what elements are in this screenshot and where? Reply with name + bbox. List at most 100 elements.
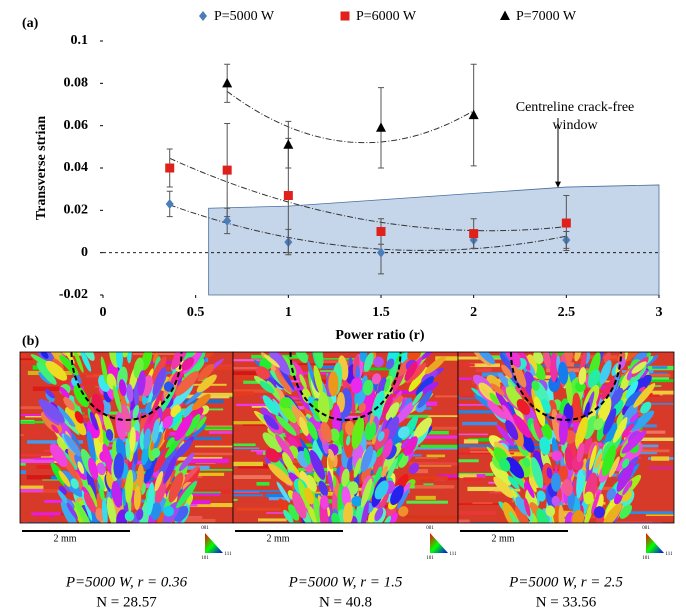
- grain: [563, 352, 573, 366]
- trend-line: [169, 157, 567, 232]
- grain: [170, 384, 194, 410]
- grain: [233, 371, 270, 376]
- grain: [129, 426, 136, 452]
- grain: [307, 505, 321, 523]
- data-point: [283, 191, 293, 201]
- grain: [616, 375, 625, 389]
- y-tick-label: 0.04: [64, 160, 89, 175]
- grain: [233, 443, 256, 447]
- grain: [346, 464, 399, 469]
- grain: [342, 502, 354, 523]
- data-point: [165, 163, 175, 173]
- grain: [346, 435, 351, 446]
- grain: [158, 445, 177, 475]
- grain: [347, 410, 369, 413]
- grain: [398, 506, 409, 517]
- ipf-label: 111: [449, 552, 457, 557]
- grain: [525, 480, 535, 499]
- fusion-boundary: [70, 352, 183, 421]
- grain: [536, 490, 546, 502]
- grain: [551, 472, 561, 492]
- grain: [49, 443, 68, 468]
- grain: [282, 452, 294, 472]
- grain: [546, 368, 595, 373]
- grain: [194, 352, 214, 365]
- grain: [317, 428, 326, 445]
- grain: [83, 492, 96, 514]
- grain: [185, 413, 201, 437]
- grain: [475, 368, 492, 373]
- grain: [77, 461, 85, 474]
- caption-n: N = 40.8: [319, 594, 372, 610]
- grain: [496, 424, 515, 447]
- grain: [543, 352, 551, 369]
- grain: [404, 361, 418, 381]
- data-point: [222, 165, 232, 175]
- grain: [421, 381, 439, 395]
- grain: [498, 458, 511, 472]
- grain: [374, 480, 389, 500]
- ipf-label: 111: [224, 552, 232, 557]
- grain: [20, 489, 44, 493]
- grain: [113, 452, 124, 479]
- grain: [463, 477, 482, 482]
- grain: [151, 448, 161, 458]
- grain: [211, 503, 233, 507]
- ebsd-image: [20, 352, 233, 523]
- grain: [264, 354, 280, 368]
- data-point: [165, 198, 174, 209]
- grain: [91, 393, 105, 415]
- grain: [301, 483, 353, 486]
- y-tick-label: 0.06: [64, 118, 89, 133]
- grain: [262, 395, 279, 416]
- grain: [257, 518, 287, 522]
- grain: [541, 398, 551, 414]
- grain: [640, 401, 652, 414]
- grain: [181, 357, 195, 371]
- grain: [143, 428, 151, 450]
- grain: [88, 484, 98, 508]
- grain: [196, 468, 233, 471]
- grain: [236, 403, 287, 407]
- grain: [360, 445, 374, 473]
- grain: [175, 371, 199, 396]
- data-point: [561, 218, 571, 228]
- grain: [20, 458, 55, 464]
- grain: [629, 413, 640, 423]
- data-point: [468, 109, 479, 120]
- grain: [514, 504, 530, 523]
- grain: [20, 358, 33, 361]
- grain: [162, 415, 174, 429]
- grain: [265, 448, 280, 463]
- grain: [608, 456, 620, 478]
- grain: [358, 402, 366, 413]
- grain: [599, 360, 612, 385]
- grain: [188, 503, 233, 508]
- grain: [233, 389, 287, 393]
- grain: [589, 444, 597, 471]
- ipf-label: 001: [426, 526, 434, 531]
- grain: [583, 389, 590, 400]
- grain: [516, 399, 531, 415]
- grain: [111, 480, 123, 508]
- grain: [458, 433, 488, 436]
- grain: [353, 457, 362, 478]
- grain: [500, 452, 531, 457]
- ipf-label: 001: [201, 526, 209, 531]
- grain: [363, 352, 374, 372]
- ipf-label: 101: [426, 556, 434, 561]
- grain: [96, 474, 105, 491]
- grain: [20, 485, 44, 489]
- grain: [237, 464, 292, 469]
- grain: [66, 408, 87, 436]
- grain: [415, 415, 458, 418]
- grain: [591, 491, 600, 515]
- grain: [299, 374, 307, 389]
- grain: [189, 458, 229, 464]
- grain: [489, 392, 500, 405]
- grain: [283, 509, 294, 523]
- panel-label: (b): [22, 334, 39, 349]
- grain: [405, 362, 427, 384]
- legend-marker: [500, 10, 510, 20]
- grain: [513, 414, 531, 438]
